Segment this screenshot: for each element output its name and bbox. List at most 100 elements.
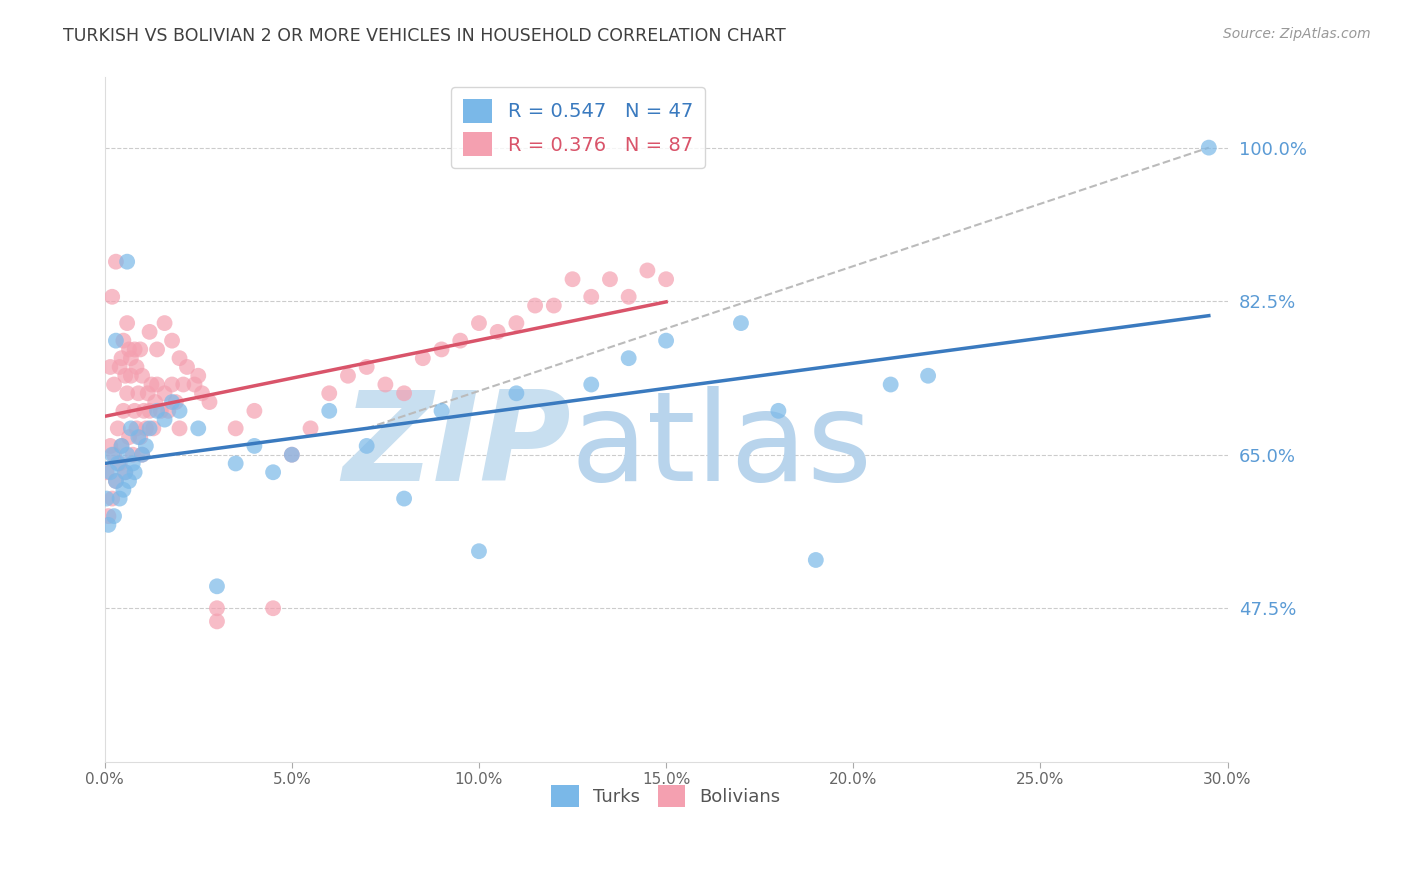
Point: [146, 343, 169, 357]
Point: [121, 457, 143, 471]
Point: [127, 386, 149, 401]
Point: [110, 351, 132, 366]
Point: [153, 316, 176, 330]
Point: [104, 474, 127, 488]
Point: [599, 272, 621, 286]
Point: [103, 377, 125, 392]
Point: [104, 254, 127, 268]
Point: [108, 491, 131, 506]
Point: [129, 430, 152, 444]
Point: [96, 491, 118, 506]
Point: [138, 404, 160, 418]
Point: [110, 439, 132, 453]
Point: [97, 509, 120, 524]
Point: [430, 404, 453, 418]
Point: [187, 368, 209, 383]
Point: [103, 448, 125, 462]
Point: [169, 421, 191, 435]
Point: [98, 439, 121, 453]
Point: [104, 474, 127, 488]
Point: [114, 465, 136, 479]
Point: [131, 448, 153, 462]
Point: [110, 439, 132, 453]
Point: [917, 368, 939, 383]
Point: [617, 290, 640, 304]
Point: [655, 334, 678, 348]
Point: [543, 299, 565, 313]
Point: [356, 359, 378, 374]
Point: [299, 421, 322, 435]
Point: [165, 395, 187, 409]
Point: [430, 343, 453, 357]
Point: [318, 386, 340, 401]
Point: [169, 404, 191, 418]
Point: [125, 359, 148, 374]
Point: [879, 377, 901, 392]
Point: [561, 272, 583, 286]
Point: [160, 334, 183, 348]
Point: [143, 395, 166, 409]
Point: [146, 404, 169, 418]
Point: [468, 544, 491, 558]
Point: [127, 430, 149, 444]
Point: [124, 465, 146, 479]
Point: [176, 359, 198, 374]
Point: [112, 483, 135, 497]
Point: [103, 509, 125, 524]
Point: [160, 377, 183, 392]
Point: [125, 421, 148, 435]
Point: [108, 359, 131, 374]
Point: [141, 377, 163, 392]
Point: [120, 351, 142, 366]
Point: [636, 263, 658, 277]
Point: [336, 368, 359, 383]
Point: [225, 421, 247, 435]
Point: [1198, 141, 1220, 155]
Point: [243, 439, 266, 453]
Point: [160, 395, 183, 409]
Point: [104, 334, 127, 348]
Text: Source: ZipAtlas.com: Source: ZipAtlas.com: [1223, 27, 1371, 41]
Point: [205, 601, 228, 615]
Point: [505, 386, 527, 401]
Point: [468, 316, 491, 330]
Point: [804, 553, 827, 567]
Point: [132, 404, 155, 418]
Point: [187, 421, 209, 435]
Point: [120, 368, 142, 383]
Point: [112, 334, 135, 348]
Point: [198, 395, 221, 409]
Point: [392, 386, 415, 401]
Point: [524, 299, 547, 313]
Point: [101, 448, 124, 462]
Point: [107, 421, 129, 435]
Point: [768, 404, 790, 418]
Point: [112, 404, 135, 418]
Point: [146, 377, 169, 392]
Point: [118, 474, 141, 488]
Point: [392, 491, 415, 506]
Point: [149, 404, 172, 418]
Point: [118, 343, 141, 357]
Point: [136, 386, 159, 401]
Point: [114, 368, 136, 383]
Point: [135, 421, 157, 435]
Point: [318, 404, 340, 418]
Point: [191, 386, 214, 401]
Point: [138, 421, 160, 435]
Point: [153, 386, 176, 401]
Point: [157, 404, 180, 418]
Point: [225, 457, 247, 471]
Point: [205, 615, 228, 629]
Text: TURKISH VS BOLIVIAN 2 OR MORE VEHICLES IN HOUSEHOLD CORRELATION CHART: TURKISH VS BOLIVIAN 2 OR MORE VEHICLES I…: [63, 27, 786, 45]
Point: [115, 316, 138, 330]
Point: [121, 448, 143, 462]
Point: [131, 368, 153, 383]
Point: [262, 601, 284, 615]
Point: [169, 351, 191, 366]
Point: [108, 457, 131, 471]
Point: [101, 491, 124, 506]
Point: [172, 377, 194, 392]
Point: [412, 351, 434, 366]
Point: [356, 439, 378, 453]
